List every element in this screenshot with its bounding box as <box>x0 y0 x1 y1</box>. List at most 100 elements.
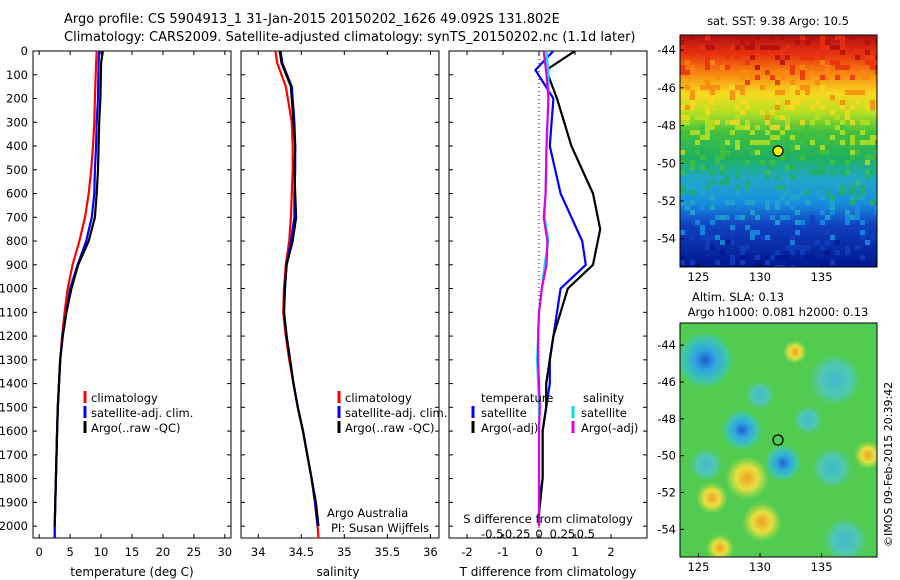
legend-title-temperature: temperature <box>481 391 553 405</box>
sst-cell <box>855 245 860 250</box>
sst-cell <box>680 190 685 195</box>
sla-lon-tick-label: 135 <box>811 560 833 574</box>
sst-cell <box>705 110 710 115</box>
header-line1: Argo profile: CS 5904913_1 31-Jan-2015 2… <box>64 12 560 27</box>
sst-cell <box>780 90 785 95</box>
sst-cell <box>800 65 805 70</box>
sst-cell <box>750 55 755 60</box>
temperature-legend: climatology satellite-adj. clim. Argo(..… <box>83 391 193 435</box>
sla-map-frame <box>679 322 878 558</box>
sst-cell <box>725 240 730 245</box>
sst-cell <box>875 45 877 50</box>
sst-cell <box>835 45 840 50</box>
sst-cell <box>850 105 855 110</box>
sst-cell <box>815 265 820 267</box>
sst-cell <box>680 45 685 50</box>
sst-cell <box>785 70 790 75</box>
depth-tick-label: 1300 <box>0 353 28 367</box>
sst-cell <box>860 140 865 145</box>
sst-cell <box>725 175 730 180</box>
sst-cell <box>715 120 720 125</box>
sst-cell <box>850 185 855 190</box>
sst-cell <box>770 215 775 220</box>
sst-cell <box>805 75 810 80</box>
difference-x2label: S difference from climatology <box>463 512 633 526</box>
sst-cell <box>810 55 815 60</box>
sst-cell <box>845 215 850 220</box>
sst-cell <box>875 80 877 85</box>
sst-cell <box>870 35 875 40</box>
sst-cell <box>690 180 695 185</box>
sst-cell <box>745 35 750 40</box>
sst-cell <box>820 220 825 225</box>
sst-cell <box>735 105 740 110</box>
sst-cell <box>805 85 810 90</box>
sst-cell <box>785 55 790 60</box>
sst-cell <box>870 100 875 105</box>
sst-cell <box>790 85 795 90</box>
sst-cell <box>745 105 750 110</box>
sst-cell <box>830 260 835 265</box>
sst-cell <box>720 155 725 160</box>
sst-cell <box>875 55 877 60</box>
sst-cell <box>790 135 795 140</box>
sst-cell <box>765 50 770 55</box>
sst-cell <box>830 160 835 165</box>
sst-cell <box>755 260 760 265</box>
sst-cell <box>720 165 725 170</box>
sla-anomaly-blob <box>722 410 762 450</box>
sst-cell <box>680 65 685 70</box>
sst-cell <box>740 90 745 95</box>
x2-tick-label: 0 <box>535 527 542 541</box>
sst-cell <box>680 230 685 235</box>
sst-cell <box>725 120 730 125</box>
sst-cell <box>750 40 755 45</box>
temperature-xlabel: temperature (deg C) <box>70 565 193 579</box>
sla-anomaly-blob <box>854 441 877 469</box>
sst-cell <box>820 60 825 65</box>
sst-cell <box>775 125 780 130</box>
sst-cell <box>845 210 850 215</box>
sst-cell <box>740 100 745 105</box>
depth-tick-label: 900 <box>6 258 28 272</box>
sst-cell <box>840 75 845 80</box>
sst-cell <box>835 35 840 40</box>
sst-cell <box>755 215 760 220</box>
sst-cell <box>790 70 795 75</box>
sst-cell <box>745 100 750 105</box>
sla-lon-tick-label: 130 <box>749 560 771 574</box>
series-line-salinity-argo-adj <box>536 50 550 527</box>
sst-cell <box>745 185 750 190</box>
sst-cell <box>850 175 855 180</box>
x-tick-label: -2 <box>461 545 472 559</box>
sst-cell <box>825 230 830 235</box>
sst-cell <box>840 120 845 125</box>
sst-cell <box>755 75 760 80</box>
sst-cell <box>800 220 805 225</box>
sst-cell <box>725 140 730 145</box>
sst-cell <box>775 135 780 140</box>
sst-cell <box>700 235 705 240</box>
sst-cell <box>820 150 825 155</box>
sst-cell <box>770 110 775 115</box>
sst-cell <box>735 170 740 175</box>
series-line-argo-raw-qc <box>278 50 320 527</box>
sst-cell <box>875 160 877 165</box>
sst-cell <box>790 105 795 110</box>
sst-cell <box>680 40 685 45</box>
sst-cell <box>845 65 850 70</box>
sst-cell <box>690 165 695 170</box>
sst-cell <box>730 260 735 265</box>
sst-cell <box>720 230 725 235</box>
sst-cell <box>740 125 745 130</box>
sst-cell <box>800 95 805 100</box>
depth-tick-label: 100 <box>6 68 28 82</box>
sst-cell <box>760 45 765 50</box>
legend-label-argo: Argo(..raw -QC) <box>345 421 435 435</box>
sst-cell <box>790 165 795 170</box>
series-line-temperature-argo-adj <box>537 50 602 515</box>
sst-cell <box>690 190 695 195</box>
sst-cell <box>835 185 840 190</box>
sst-cell <box>685 135 690 140</box>
sst-cell <box>770 165 775 170</box>
